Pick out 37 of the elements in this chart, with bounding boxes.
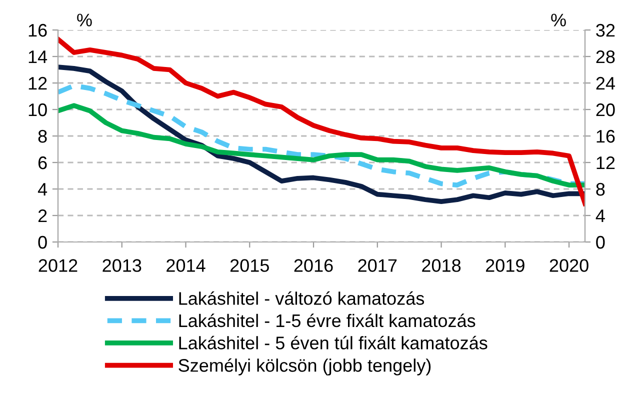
line-series <box>58 103 585 188</box>
y-tick-label: 10 <box>28 103 47 116</box>
y-tick-label: 0 <box>38 236 47 249</box>
x-tick-label: 2018 <box>422 259 461 272</box>
y-tick-label: 8 <box>38 130 47 143</box>
x-tick-label: 2019 <box>486 259 524 272</box>
x-tick-label: 2014 <box>166 259 206 272</box>
y-tick-label: 14 <box>28 50 48 64</box>
x-tick-label: 2016 <box>294 259 333 272</box>
y2-tick-label: 0 <box>596 236 605 249</box>
x-tick-label: 2020 <box>550 259 588 272</box>
y-tick-label: 6 <box>38 156 47 170</box>
legend-label: Személyi kölcsön (jobb tengely) <box>178 358 431 376</box>
y-tick-label: 2 <box>38 209 47 222</box>
y2-tick-label: 32 <box>596 24 615 37</box>
y-tick-label: 16 <box>28 24 47 37</box>
text: % <box>77 14 92 26</box>
y2-tick-label: 8 <box>596 182 605 196</box>
line-series <box>58 36 585 206</box>
x-tick-label: 2017 <box>358 259 397 272</box>
y2-tick-label: 12 <box>596 156 615 170</box>
x-tick-label: 2012 <box>38 259 78 272</box>
line-series <box>58 64 585 204</box>
legend-label: Lakáshitel - változó kamatozás <box>179 291 424 305</box>
y-tick-label: 4 <box>38 183 48 196</box>
x-tick-label: 2015 <box>230 259 269 272</box>
y2-tick-label: 20 <box>596 103 615 116</box>
y2-tick-label: 24 <box>596 76 615 90</box>
y2-tick-label: 28 <box>596 50 615 64</box>
text: % <box>551 14 566 26</box>
y2-tick-label: 4 <box>596 210 605 222</box>
y-tick-label: 12 <box>28 76 47 90</box>
legend-label: Lakáshitel - 5 éven túl fixált kamatozás <box>179 336 488 350</box>
legend-label: Lakáshitel - 1-5 évre fixált kamatozás <box>179 314 476 328</box>
line-series <box>58 83 585 188</box>
x-tick-label: 2013 <box>102 259 142 272</box>
y2-tick-label: 16 <box>596 130 615 143</box>
